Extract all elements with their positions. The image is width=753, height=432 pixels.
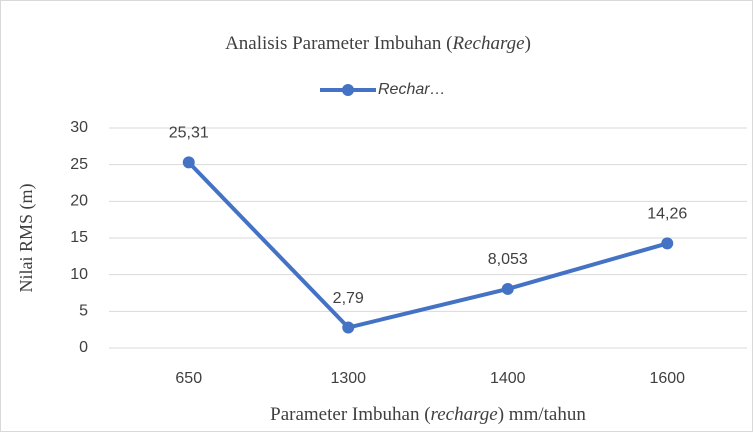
data-label: 8,053 <box>488 251 528 268</box>
data-point <box>501 282 514 295</box>
x-label-part: recharge <box>431 404 498 425</box>
chart-title: Analisis Parameter Imbuhan (Recharge) <box>225 33 531 54</box>
title-part: ) <box>525 33 531 54</box>
y-tick-label: 5 <box>79 303 88 320</box>
data-point <box>342 321 355 334</box>
y-tick-label: 15 <box>70 229 88 246</box>
x-tick-label: 1600 <box>649 370 685 387</box>
x-tick-label: 1300 <box>330 370 366 387</box>
x-label-part: ) mm/tahun <box>498 404 587 425</box>
legend-marker <box>342 84 354 96</box>
y-tick-label: 20 <box>70 193 88 210</box>
x-tick-label: 650 <box>175 370 202 387</box>
data-point <box>661 237 674 250</box>
legend-label: Rechar… <box>378 81 446 98</box>
title-part: Recharge <box>451 33 524 54</box>
y-tick-label: 30 <box>70 119 88 136</box>
y-tick-label: 25 <box>70 156 88 173</box>
data-label: 2,79 <box>333 290 364 307</box>
x-axis-label: Parameter Imbuhan (recharge) mm/tahun <box>270 404 586 425</box>
y-tick-label: 0 <box>79 339 88 356</box>
y-tick-label: 10 <box>70 266 88 283</box>
data-label: 25,31 <box>169 125 209 142</box>
series-line <box>187 161 668 330</box>
x-label-part: Parameter Imbuhan ( <box>270 404 430 425</box>
y-axis-label: Nilai RMS (m) <box>16 183 37 292</box>
data-point <box>182 156 195 169</box>
x-tick-label: 1400 <box>490 370 526 387</box>
data-label: 14,26 <box>647 206 687 223</box>
title-part: Analisis Parameter Imbuhan ( <box>225 33 452 54</box>
